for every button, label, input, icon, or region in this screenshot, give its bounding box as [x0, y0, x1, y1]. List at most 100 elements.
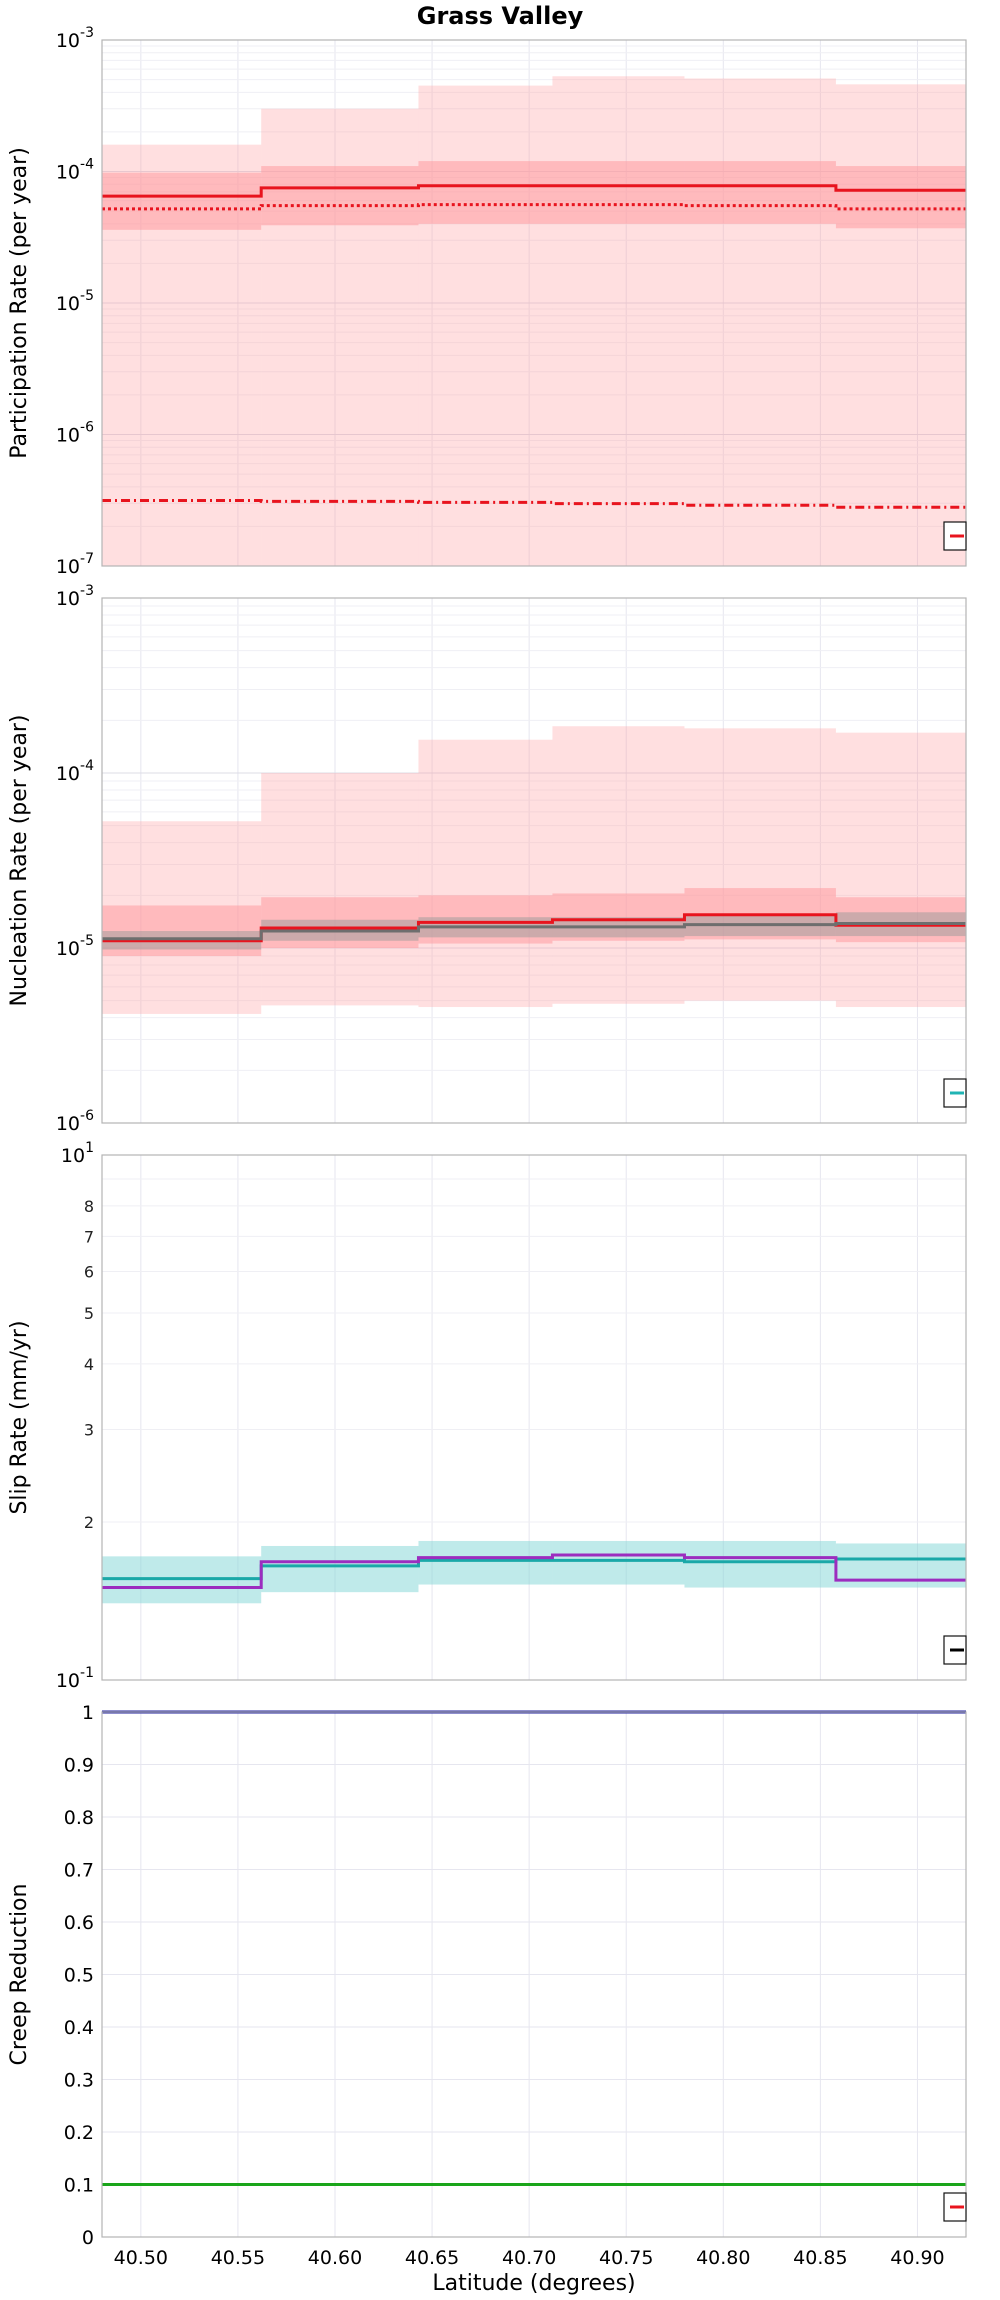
- y-tick-base: 10: [56, 938, 80, 960]
- y-tick-label: 10-4: [56, 157, 94, 184]
- y-tick-base: 10: [56, 425, 80, 447]
- series-line-2: [102, 1553, 966, 1590]
- y-tick-label: 1: [82, 1702, 94, 1724]
- y-tick-label: 10-6: [56, 420, 94, 447]
- y-tick-exponent: -5: [80, 933, 94, 949]
- y-axis-label: Creep Reduction: [7, 1884, 32, 2066]
- y-tick-label: 101: [61, 1140, 94, 1167]
- y-tick-base: 10: [56, 588, 80, 610]
- y-tick-exponent: -5: [80, 288, 94, 304]
- band-1-bin-3: [418, 739, 553, 1008]
- y-tick-base: 10: [56, 1670, 80, 1692]
- y-tick-base: 10: [56, 162, 80, 184]
- y-tick-label: 10-1: [56, 1665, 94, 1692]
- y-tick-exponent: -1: [80, 1665, 94, 1681]
- series-line-1: [102, 184, 966, 198]
- x-tick-label: 40.60: [308, 2247, 362, 2269]
- y-tick-exponent: -6: [80, 1108, 94, 1124]
- y-tick-label: 0.5: [64, 1965, 94, 1987]
- y-tick-label: 10-5: [56, 933, 94, 960]
- y-tick-label: 0.2: [64, 2122, 94, 2144]
- band-1-bin-2: [261, 1545, 419, 1593]
- x-axis-label: Latitude (degrees): [432, 2271, 635, 2296]
- y-tick-label: 10-4: [56, 758, 94, 785]
- y-tick-label: 10-7: [56, 551, 94, 578]
- x-tick-label: 40.65: [405, 2247, 459, 2269]
- y-tick-exponent: -4: [80, 758, 94, 774]
- y-tick-label: 0.9: [64, 1755, 94, 1777]
- series-line-2: [102, 922, 966, 941]
- y-tick-label: 0.1: [64, 2175, 94, 2197]
- band-2-bin-1: [102, 172, 262, 230]
- y-minor-tick-label: 5: [84, 1304, 94, 1323]
- y-tick-label: 0.6: [64, 1912, 94, 1934]
- y-tick-base: 10: [61, 1145, 85, 1167]
- x-tick-label: 40.70: [502, 2247, 556, 2269]
- band-2-bin-3: [418, 161, 553, 224]
- band-2-bin-2: [261, 166, 419, 226]
- y-tick-base: 10: [56, 1113, 80, 1135]
- band-1-bin-4: [552, 726, 685, 1004]
- y-tick-exponent: -4: [80, 157, 94, 173]
- band-1-bin-4: [552, 76, 685, 566]
- band-1-bin-3: [418, 85, 553, 567]
- y-tick-label: 10-5: [56, 288, 94, 315]
- plot-area: [102, 598, 966, 1123]
- y-tick-label: 10-6: [56, 1108, 94, 1135]
- plot-frame: [101, 597, 967, 1124]
- plot-frame: [101, 1711, 967, 2238]
- panel-4: 1 0.9 0.8 0.7 0.6 0.5 0.4 0.3 0.2 0.1 0 Creep Reduc…: [7, 1702, 967, 2249]
- y-tick-label: 10-3: [56, 25, 94, 52]
- y-tick-exponent: 1: [85, 1140, 94, 1156]
- band-1-bin-5: [684, 1540, 836, 1588]
- band-1-bin-4: [552, 1540, 685, 1585]
- band-1-bin-6: [835, 732, 966, 1008]
- y-tick-base: 10: [56, 556, 80, 578]
- x-tick-label: 40.50: [114, 2247, 168, 2269]
- y-minor-tick-label: 4: [84, 1355, 94, 1374]
- y-minor-tick-label: 2: [84, 1513, 94, 1532]
- y-axis-label: Nucleation Rate (per year): [7, 715, 32, 1007]
- x-tick-label: 40.75: [599, 2247, 653, 2269]
- y-tick-exponent: -3: [80, 583, 94, 599]
- band-1-bin-3: [418, 1540, 553, 1585]
- y-tick-base: 10: [56, 293, 80, 315]
- plot-frame: [101, 1154, 967, 1681]
- x-tick-label: 40.55: [211, 2247, 265, 2269]
- chart-title: Grass Valley: [417, 2, 584, 30]
- y-tick-exponent: -7: [80, 551, 94, 567]
- y-tick-label: 0: [82, 2227, 94, 2249]
- band-2-bin-6: [835, 166, 966, 229]
- x-tick-label: 40.90: [890, 2247, 944, 2269]
- y-tick-base: 10: [56, 30, 80, 52]
- y-tick-label: 10-3: [56, 583, 94, 610]
- y-axis-label: Participation Rate (per year): [7, 147, 32, 459]
- x-tick-label: 40.85: [793, 2247, 847, 2269]
- y-tick-base: 10: [56, 763, 80, 785]
- y-tick-label: 0.3: [64, 2070, 94, 2092]
- band-1-bin-5: [684, 78, 836, 566]
- band-1-bin-2: [261, 773, 419, 1006]
- plot-frame: [101, 39, 967, 567]
- x-tick-label: 40.80: [696, 2247, 750, 2269]
- y-tick-label: 0.4: [64, 2017, 94, 2039]
- band-1-bin-6: [835, 84, 966, 566]
- series-line-2: [102, 203, 966, 211]
- series-line-3: [102, 498, 966, 509]
- y-tick-exponent: -6: [80, 420, 94, 436]
- y-minor-tick-label: 8: [84, 1197, 94, 1216]
- band-1-bin-5: [684, 728, 836, 1001]
- y-minor-tick-label: 6: [84, 1262, 94, 1281]
- band-2-bin-4: [552, 161, 685, 224]
- y-tick-exponent: -3: [80, 25, 94, 41]
- y-minor-tick-label: 3: [84, 1421, 94, 1440]
- band-2-bin-5: [684, 161, 836, 224]
- y-tick-label: 0.7: [64, 1860, 94, 1882]
- y-tick-label: 0.8: [64, 1807, 94, 1829]
- y-minor-tick-label: 7: [84, 1227, 94, 1246]
- y-axis-label: Slip Rate (mm/yr): [7, 1320, 32, 1514]
